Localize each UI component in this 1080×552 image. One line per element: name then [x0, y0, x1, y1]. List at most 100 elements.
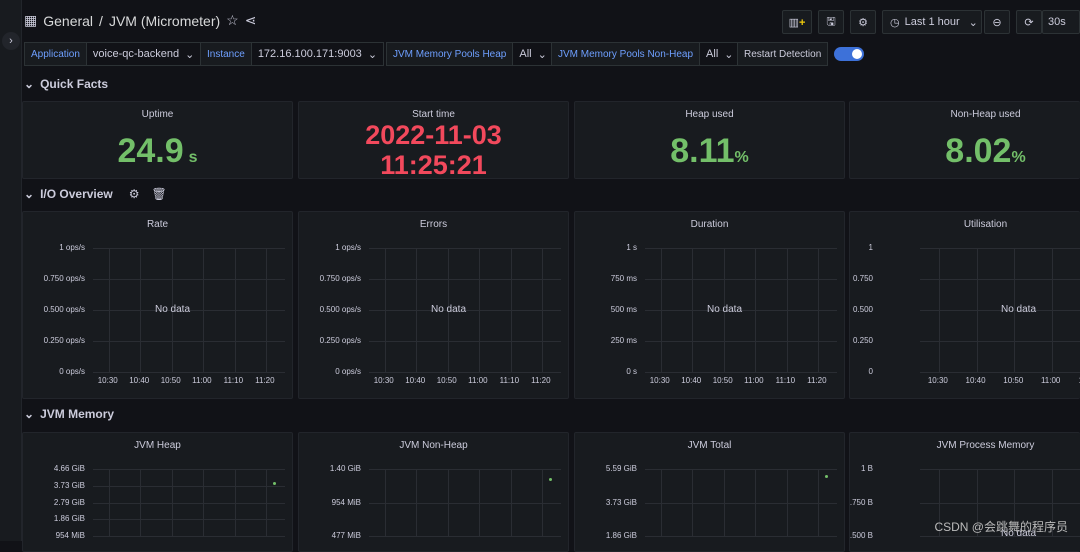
- y-tick-label: 4.66 GiB: [22, 464, 85, 473]
- refresh-interval-picker[interactable]: 30s: [1042, 10, 1080, 34]
- x-tick-label: 10:40: [405, 376, 425, 385]
- gridline-h: [645, 503, 837, 504]
- gridline-v: [542, 469, 543, 536]
- variable-restart-detection: Restart Detection: [737, 42, 864, 66]
- panel-title: Duration: [575, 219, 844, 230]
- gridline-h: [645, 469, 837, 470]
- gridline-v: [109, 248, 110, 372]
- save-dashboard-button[interactable]: 🖫: [818, 10, 844, 34]
- dashboard-title[interactable]: JVM (Micrometer): [109, 13, 220, 29]
- nonheap-pools-select[interactable]: All⌄: [700, 42, 740, 66]
- y-tick-label: 3.73 GiB: [574, 498, 637, 507]
- gridline-v: [1052, 248, 1053, 372]
- x-tick-label: 11:10: [776, 376, 795, 385]
- gridline-h: [93, 519, 285, 520]
- gridline-v: [692, 248, 693, 372]
- panel-title: Errors: [299, 219, 568, 230]
- gridline-h: [93, 279, 285, 280]
- row-title: I/O Overview: [40, 187, 113, 201]
- refresh-button[interactable]: ⟳: [1016, 10, 1042, 34]
- side-menu-strip: [0, 0, 22, 541]
- row-title: Quick Facts: [40, 77, 108, 91]
- heap-pools-select[interactable]: All ⌄: [513, 42, 553, 66]
- gridline-h: [93, 469, 285, 470]
- dashboards-grid-icon: ▦: [24, 12, 37, 29]
- y-tick-label: 3.73 GiB: [22, 481, 85, 490]
- gridline-v: [266, 248, 267, 372]
- gridline-h: [369, 536, 561, 537]
- restart-detection-toggle[interactable]: [834, 47, 864, 61]
- gridline-h: [93, 503, 285, 504]
- gridline-h: [645, 536, 837, 537]
- stat-value: 2022-11-03 11:25:21: [299, 120, 568, 180]
- row-jvm-memory[interactable]: ⌄ JVM Memory: [24, 407, 114, 421]
- chevron-down-icon: ⌄: [969, 16, 978, 29]
- y-tick-label: 954 MiB: [22, 531, 85, 540]
- breadcrumb-folder[interactable]: General: [43, 13, 93, 29]
- gridline-v: [109, 469, 110, 536]
- variable-value: All: [519, 48, 531, 60]
- variable-value: All: [706, 48, 718, 60]
- zoom-out-button[interactable]: ⊖: [984, 10, 1010, 34]
- gridline-h: [369, 248, 561, 249]
- instance-select[interactable]: 172.16.100.171:9003⌄: [252, 42, 384, 66]
- gridline-v: [542, 248, 543, 372]
- y-tick-label: 1 B: [849, 464, 873, 473]
- gridline-h: [93, 248, 285, 249]
- gridline-v: [416, 248, 417, 372]
- gridline-v: [235, 248, 236, 372]
- gridline-h: [920, 503, 1080, 504]
- gridline-v: [787, 248, 788, 372]
- y-tick-label: 0 ops/s: [298, 367, 361, 376]
- chevron-down-icon: ⌄: [538, 48, 547, 61]
- nonheap-used-value: 8.02: [945, 132, 1011, 170]
- row-io-overview[interactable]: ⌄ I/O Overview ⚙ 🗑: [24, 187, 167, 201]
- panel-heap-used[interactable]: Heap used 8.11%: [574, 101, 845, 179]
- gear-icon[interactable]: ⚙: [129, 187, 140, 201]
- breadcrumb: ▦ General / JVM (Micrometer) ☆ ⋖: [24, 12, 256, 29]
- heap-used-unit: %: [735, 149, 749, 166]
- y-tick-label: 0.250: [849, 336, 873, 345]
- gridline-h: [93, 536, 285, 537]
- settings-button[interactable]: ⚙: [850, 10, 876, 34]
- x-tick-label: 11:10: [224, 376, 243, 385]
- panel-nonheap-used[interactable]: Non-Heap used 8.02%: [849, 101, 1080, 179]
- trash-icon[interactable]: 🗑: [152, 187, 167, 201]
- gridline-v: [385, 469, 386, 536]
- x-tick-label: 11:20: [531, 376, 550, 385]
- y-tick-label: 0 ops/s: [22, 367, 85, 376]
- star-icon[interactable]: ☆: [226, 12, 239, 29]
- panel-title: Uptime: [23, 109, 292, 120]
- gridline-h: [93, 486, 285, 487]
- share-icon[interactable]: ⋖: [245, 12, 257, 29]
- gridline-v: [203, 248, 204, 372]
- time-picker-button[interactable]: ◷ Last 1 hour ⌄: [882, 10, 982, 34]
- expand-sidebar-icon[interactable]: ›: [2, 32, 20, 50]
- gridline-v: [416, 469, 417, 536]
- add-panel-icon: ▥+: [789, 16, 806, 29]
- gridline-h: [645, 279, 837, 280]
- application-select[interactable]: voice-qc-backend⌄: [87, 42, 201, 66]
- stat-value: 8.11%: [575, 132, 844, 171]
- gridline-h: [920, 341, 1080, 342]
- y-tick-label: 0.500 ops/s: [298, 305, 361, 314]
- y-tick-label: 954 MiB: [298, 498, 361, 507]
- gridline-v: [511, 469, 512, 536]
- add-panel-button[interactable]: ▥+: [782, 10, 812, 34]
- series-point: [549, 478, 552, 481]
- row-quick-facts[interactable]: ⌄ Quick Facts: [24, 77, 108, 91]
- x-tick-label: 10:50: [437, 376, 457, 385]
- panel-start-time[interactable]: Start time 2022-11-03 11:25:21: [298, 101, 569, 179]
- panel-title: Rate: [23, 219, 292, 230]
- chevron-down-icon: ⌄: [24, 407, 34, 421]
- panel-title: JVM Non-Heap: [299, 440, 568, 451]
